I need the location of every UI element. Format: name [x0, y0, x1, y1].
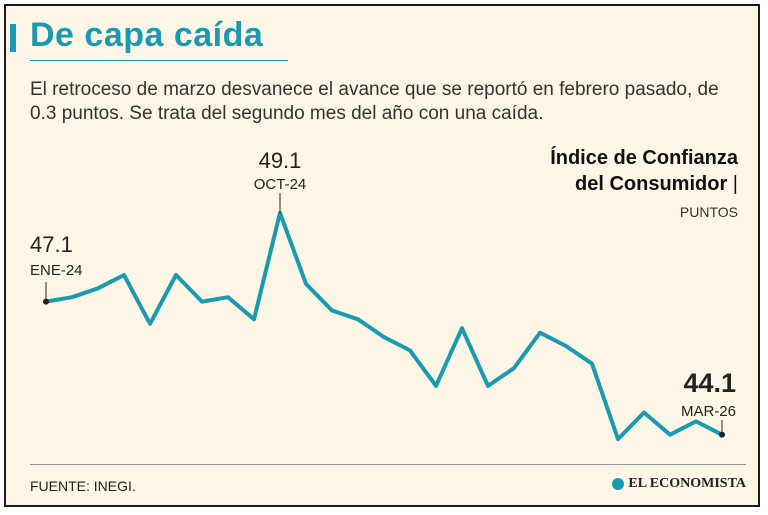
data-point — [668, 433, 672, 437]
footer-divider — [30, 464, 746, 465]
annotation-dot — [719, 431, 725, 438]
data-point — [642, 411, 646, 415]
brand-name: EL ECONOMISTA — [628, 476, 746, 491]
chart-title: Índice de Confianza del Consumidor | — [550, 145, 738, 197]
chart-title-separator: | — [732, 173, 738, 195]
data-point — [174, 273, 178, 277]
data-point — [408, 348, 412, 352]
data-point — [200, 300, 204, 304]
chart-unit: PUNTOS — [679, 204, 738, 220]
data-point — [434, 384, 438, 388]
page-title: De capa caída — [30, 16, 264, 54]
title-underline — [30, 60, 288, 61]
data-point — [226, 295, 230, 299]
subtitle: El retroceso de marzo desvanece el avanc… — [30, 79, 719, 124]
data-point — [70, 295, 74, 299]
data-point — [252, 317, 256, 321]
title-accent-bar — [10, 24, 16, 52]
chart-title-line1: Índice de Confianza — [550, 147, 738, 169]
data-point — [304, 282, 308, 286]
data-point — [512, 366, 516, 370]
annotation-date-label: MAR-26 — [681, 403, 736, 420]
annotation-dot — [43, 298, 49, 305]
series-line — [44, 210, 724, 442]
data-point — [148, 322, 152, 326]
data-point — [382, 335, 386, 339]
chart-title-line2: del Consumidor — [575, 173, 728, 195]
data-point — [330, 308, 334, 312]
annotation-date-label: ENE-24 — [30, 262, 83, 279]
data-point — [356, 317, 360, 321]
data-point — [616, 437, 620, 441]
data-point — [564, 344, 568, 348]
brand-logo: EL ECONOMISTA — [612, 476, 746, 492]
globe-icon — [612, 478, 625, 490]
source-note: FUENTE: INEGI. — [30, 478, 136, 494]
data-point — [486, 384, 490, 388]
annotation-value: 47.1 — [30, 232, 73, 257]
annotation-value: 44.1 — [683, 368, 736, 398]
annotation-date-label: OCT-24 — [254, 176, 307, 193]
data-point — [122, 273, 126, 277]
data-point — [96, 286, 100, 290]
annotation-value: 49.1 — [259, 148, 302, 173]
data-point — [538, 331, 542, 335]
data-point — [590, 362, 594, 366]
data-point — [460, 326, 464, 330]
